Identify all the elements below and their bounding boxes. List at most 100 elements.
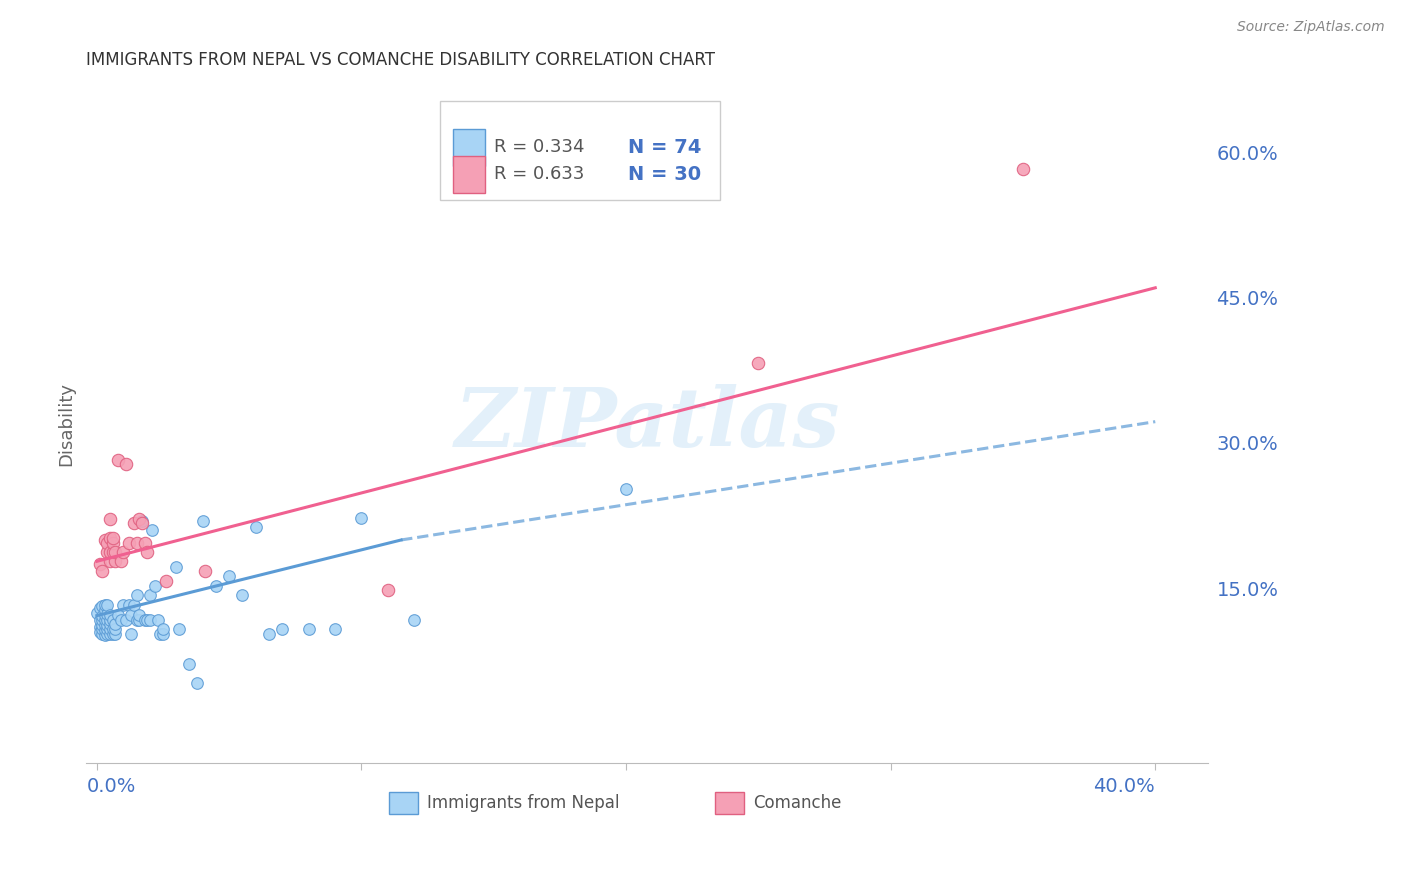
Point (98, 554, 121, 568)
Point (98, 511, 121, 525)
Point (89, 625, 111, 640)
Point (134, 613, 156, 627)
Point (91, 564, 114, 578)
Text: Source: ZipAtlas.com: Source: ZipAtlas.com (1237, 20, 1385, 34)
Point (89, 558, 111, 572)
Point (231, 588, 253, 602)
Point (117, 536, 139, 550)
Point (128, 607, 150, 622)
Point (96, 544, 118, 558)
Point (107, 607, 129, 622)
Point (91, 627, 114, 641)
Point (125, 613, 148, 627)
Point (94, 533, 117, 547)
Point (614, 482, 637, 496)
Point (101, 536, 124, 550)
Point (141, 523, 163, 537)
Point (167, 622, 190, 636)
Point (152, 622, 174, 636)
Point (96, 607, 118, 621)
Bar (453, 128, 485, 166)
Point (96, 613, 118, 627)
Point (350, 510, 373, 524)
Point (377, 583, 399, 598)
Point (94, 603, 117, 617)
Point (94, 628, 117, 642)
Point (107, 453, 129, 467)
Point (128, 511, 150, 525)
Text: Comanche: Comanche (752, 794, 841, 812)
Point (122, 598, 145, 612)
Point (205, 578, 228, 592)
Point (257, 627, 280, 641)
Point (128, 613, 150, 627)
Point (194, 564, 217, 578)
Point (91, 608, 114, 623)
Point (89, 600, 111, 615)
Point (101, 531, 124, 545)
Point (98, 607, 121, 622)
Point (155, 574, 177, 588)
Point (143, 578, 166, 592)
Point (131, 516, 153, 531)
Point (104, 617, 127, 632)
Point (110, 613, 132, 627)
Point (101, 627, 124, 641)
Point (98, 617, 121, 632)
Point (245, 520, 267, 534)
Bar (453, 156, 485, 193)
Point (96, 618, 118, 632)
Y-axis label: Disability: Disability (58, 382, 75, 466)
Point (96, 622, 118, 636)
Point (101, 622, 124, 636)
Point (101, 544, 124, 558)
Point (96, 598, 118, 612)
Point (98, 613, 121, 627)
Point (112, 544, 135, 558)
Point (191, 514, 214, 528)
Point (94, 618, 117, 632)
Point (98, 544, 121, 558)
Point (110, 554, 132, 568)
Point (89, 613, 111, 627)
Point (404, 613, 426, 627)
Point (91, 613, 114, 627)
Point (96, 536, 118, 550)
Point (218, 569, 240, 583)
Point (122, 516, 145, 531)
Text: N = 74: N = 74 (628, 137, 702, 157)
Text: R = 0.334: R = 0.334 (494, 138, 583, 156)
Point (117, 598, 139, 612)
Point (149, 627, 172, 641)
Point (146, 613, 169, 627)
Point (96, 627, 118, 641)
Point (125, 536, 148, 550)
Point (94, 613, 117, 627)
Text: IMMIGRANTS FROM NEPAL VS COMANCHE DISABILITY CORRELATION CHART: IMMIGRANTS FROM NEPAL VS COMANCHE DISABI… (86, 51, 716, 69)
Bar (389, 792, 419, 814)
Point (94, 607, 117, 622)
Point (297, 622, 319, 636)
Point (86, 606, 108, 620)
Point (131, 514, 153, 528)
Point (165, 560, 187, 574)
Point (125, 588, 148, 602)
Point (120, 627, 142, 641)
Point (89, 620, 111, 634)
FancyBboxPatch shape (440, 101, 720, 200)
Point (115, 458, 138, 472)
Point (91, 599, 114, 613)
Point (120, 607, 142, 622)
Point (101, 613, 124, 627)
Point (1012, 162, 1035, 177)
Point (104, 627, 127, 641)
Point (104, 554, 127, 568)
Point (94, 598, 117, 612)
Point (134, 536, 156, 550)
Point (98, 531, 121, 545)
Point (115, 613, 138, 627)
Text: ZIPatlas: ZIPatlas (454, 384, 839, 464)
Point (91, 618, 114, 632)
Point (98, 622, 121, 636)
Point (271, 622, 294, 636)
